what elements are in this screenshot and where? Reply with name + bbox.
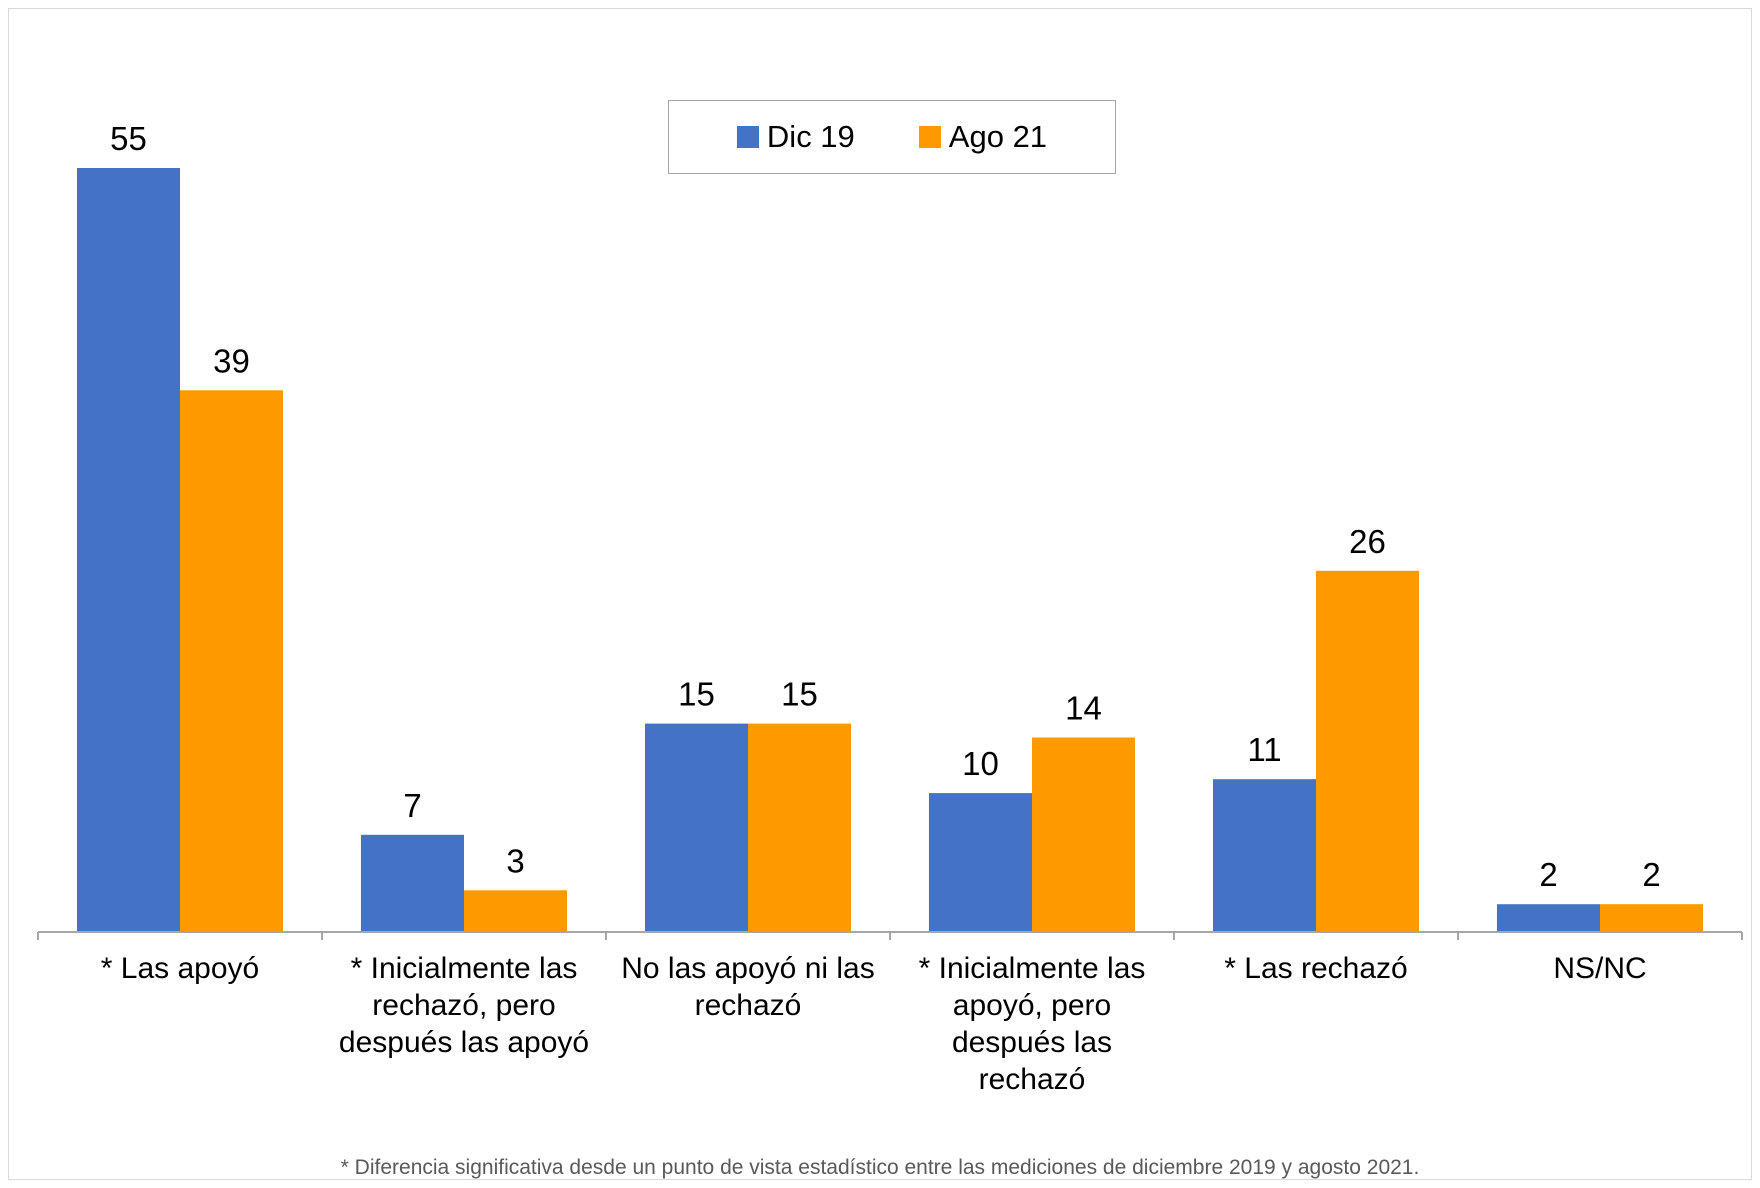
chart-frame — [8, 8, 1752, 1180]
value-label-series-2-cat-1: 39 — [213, 342, 250, 379]
bar-series-2-cat-6 — [1600, 904, 1703, 932]
bar-series-1-cat-4 — [929, 793, 1032, 932]
category-label-line: * Inicialmente las — [918, 952, 1146, 985]
legend-swatch-series-1 — [736, 126, 759, 148]
value-label-series-2-cat-6: 2 — [1642, 856, 1660, 893]
value-label-series-1-cat-6: 2 — [1539, 856, 1557, 893]
category-label-line: después las — [951, 1026, 1113, 1059]
bar-series-2-cat-5 — [1316, 570, 1419, 932]
x-axis — [37, 931, 1743, 940]
legend-item-series-1: Dic 19 — [736, 119, 855, 155]
category-label-line: apoyó, pero — [952, 989, 1112, 1022]
value-label-series-1-cat-4: 10 — [962, 745, 999, 782]
bar-series-1-cat-2 — [361, 834, 464, 932]
value-label-series-1-cat-5: 11 — [1247, 731, 1281, 768]
bars-layer — [77, 168, 1703, 932]
bar-series-2-cat-4 — [1032, 737, 1135, 932]
legend-label-series-2: Ago 21 — [948, 119, 1048, 154]
legend-label-series-1: Dic 19 — [766, 119, 855, 154]
category-label-line: rechazó, pero — [372, 989, 556, 1022]
bar-series-1-cat-6 — [1497, 904, 1600, 932]
category-label-line: * Inicialmente las — [350, 952, 578, 985]
value-label-series-2-cat-4: 14 — [1065, 690, 1102, 727]
category-label-line: después las apoyó — [338, 1026, 590, 1059]
category-label-line: No las apoyó ni las — [621, 952, 875, 985]
category-label-5: * Las rechazó — [1176, 950, 1456, 987]
category-label-1: * Las apoyó — [40, 950, 320, 987]
bar-series-1-cat-5 — [1213, 779, 1316, 932]
legend: Dic 19 Ago 21 — [668, 100, 1116, 174]
footnote: * Diferencia significativa desde un punt… — [340, 1156, 1420, 1179]
value-labels-layer: 55 39 7 3 15 15 10 14 11 26 2 2 — [110, 120, 1661, 893]
bar-series-2-cat-1 — [180, 390, 283, 932]
bar-series-1-cat-3 — [645, 723, 748, 932]
value-label-series-2-cat-2: 3 — [506, 842, 524, 879]
category-label-3: No las apoyó ni las rechazó — [608, 950, 888, 1024]
value-label-series-2-cat-5: 26 — [1349, 523, 1386, 560]
category-label-line: NS/NC — [1553, 952, 1647, 985]
value-label-series-1-cat-1: 55 — [110, 120, 147, 157]
bar-series-2-cat-3 — [748, 723, 851, 932]
category-label-2: * Inicialmente las rechazó, pero después l… — [324, 950, 604, 1061]
category-label-line: rechazó — [694, 989, 802, 1022]
legend-item-series-2: Ago 21 — [918, 119, 1048, 155]
bar-series-1-cat-1 — [77, 168, 180, 932]
value-label-series-2-cat-3: 15 — [781, 676, 818, 713]
legend-swatch-series-2 — [918, 126, 941, 148]
bar-series-2-cat-2 — [464, 890, 567, 932]
value-label-series-1-cat-2: 7 — [403, 787, 421, 824]
category-label-4: * Inicialmente las apoyó, pero después las… — [892, 950, 1172, 1098]
value-label-series-1-cat-3: 15 — [678, 676, 715, 713]
category-label-line: * Las apoyó — [100, 952, 260, 985]
category-label-line: * Las rechazó — [1224, 952, 1408, 985]
category-label-line: rechazó — [978, 1063, 1086, 1096]
category-label-6: NS/NC — [1460, 950, 1740, 987]
